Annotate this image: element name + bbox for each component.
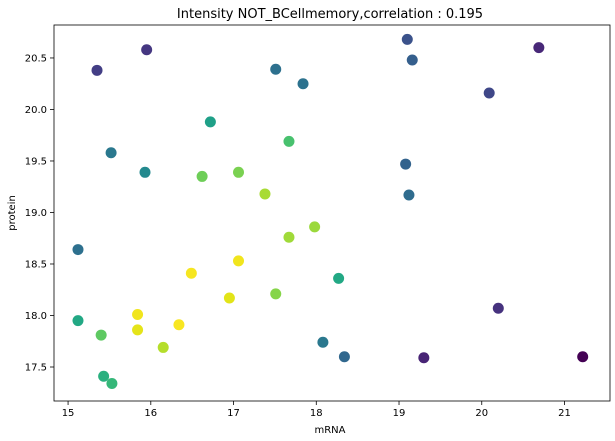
x-tick-label: 17 xyxy=(227,408,240,419)
data-point xyxy=(105,147,117,159)
data-point xyxy=(72,315,84,327)
points-layer xyxy=(72,33,589,389)
data-point xyxy=(233,166,245,178)
chart-title: Intensity NOT_BCellmemory,correlation : … xyxy=(177,7,483,22)
data-point xyxy=(141,44,153,56)
data-point xyxy=(283,231,295,243)
data-point xyxy=(533,42,545,54)
data-point xyxy=(483,87,495,99)
data-point xyxy=(106,377,118,389)
data-point xyxy=(333,272,345,284)
data-point xyxy=(400,158,412,170)
x-tick-label: 19 xyxy=(393,408,406,419)
data-point xyxy=(270,63,282,75)
y-tick-label: 17.5 xyxy=(25,363,47,374)
data-point xyxy=(98,370,110,382)
y-axis-ticks: 17.5 18.0 18.5 19.0 19.5 20.0 20.5 xyxy=(25,53,54,374)
data-point xyxy=(196,170,208,182)
data-point xyxy=(317,336,329,348)
data-point xyxy=(577,351,589,363)
data-point xyxy=(233,255,245,267)
x-tick-label: 18 xyxy=(310,408,323,419)
x-tick-label: 15 xyxy=(62,408,75,419)
y-tick-label: 19.5 xyxy=(25,156,47,167)
data-point xyxy=(173,319,185,331)
x-axis-ticks: 15 16 17 18 19 20 21 xyxy=(62,401,571,419)
data-point xyxy=(139,166,151,178)
data-point xyxy=(91,64,103,76)
y-tick-label: 18.5 xyxy=(25,259,47,270)
data-point xyxy=(418,352,430,364)
data-point xyxy=(401,33,413,45)
data-point xyxy=(72,244,84,256)
data-point xyxy=(223,292,235,304)
data-point xyxy=(132,324,144,336)
y-tick-label: 20.5 xyxy=(25,53,47,64)
y-axis-label: protein xyxy=(7,195,18,231)
data-point xyxy=(338,351,350,363)
x-tick-label: 16 xyxy=(144,408,157,419)
data-point xyxy=(297,78,309,90)
data-point xyxy=(95,329,107,341)
data-point xyxy=(204,116,216,128)
x-tick-label: 20 xyxy=(475,408,488,419)
y-tick-label: 20.0 xyxy=(25,105,47,116)
data-point xyxy=(185,267,197,279)
data-point xyxy=(283,135,295,147)
data-point xyxy=(309,221,321,233)
x-axis-label: mRNA xyxy=(314,425,345,436)
data-point xyxy=(270,288,282,300)
data-point xyxy=(157,341,169,353)
data-point xyxy=(403,189,415,201)
data-point xyxy=(132,308,144,320)
data-point xyxy=(406,54,418,66)
data-point xyxy=(492,302,504,314)
x-tick-label: 21 xyxy=(558,408,571,419)
data-point xyxy=(259,188,271,200)
plot-area xyxy=(53,24,611,402)
y-tick-label: 18.0 xyxy=(25,311,47,322)
y-tick-label: 19.0 xyxy=(25,208,47,219)
